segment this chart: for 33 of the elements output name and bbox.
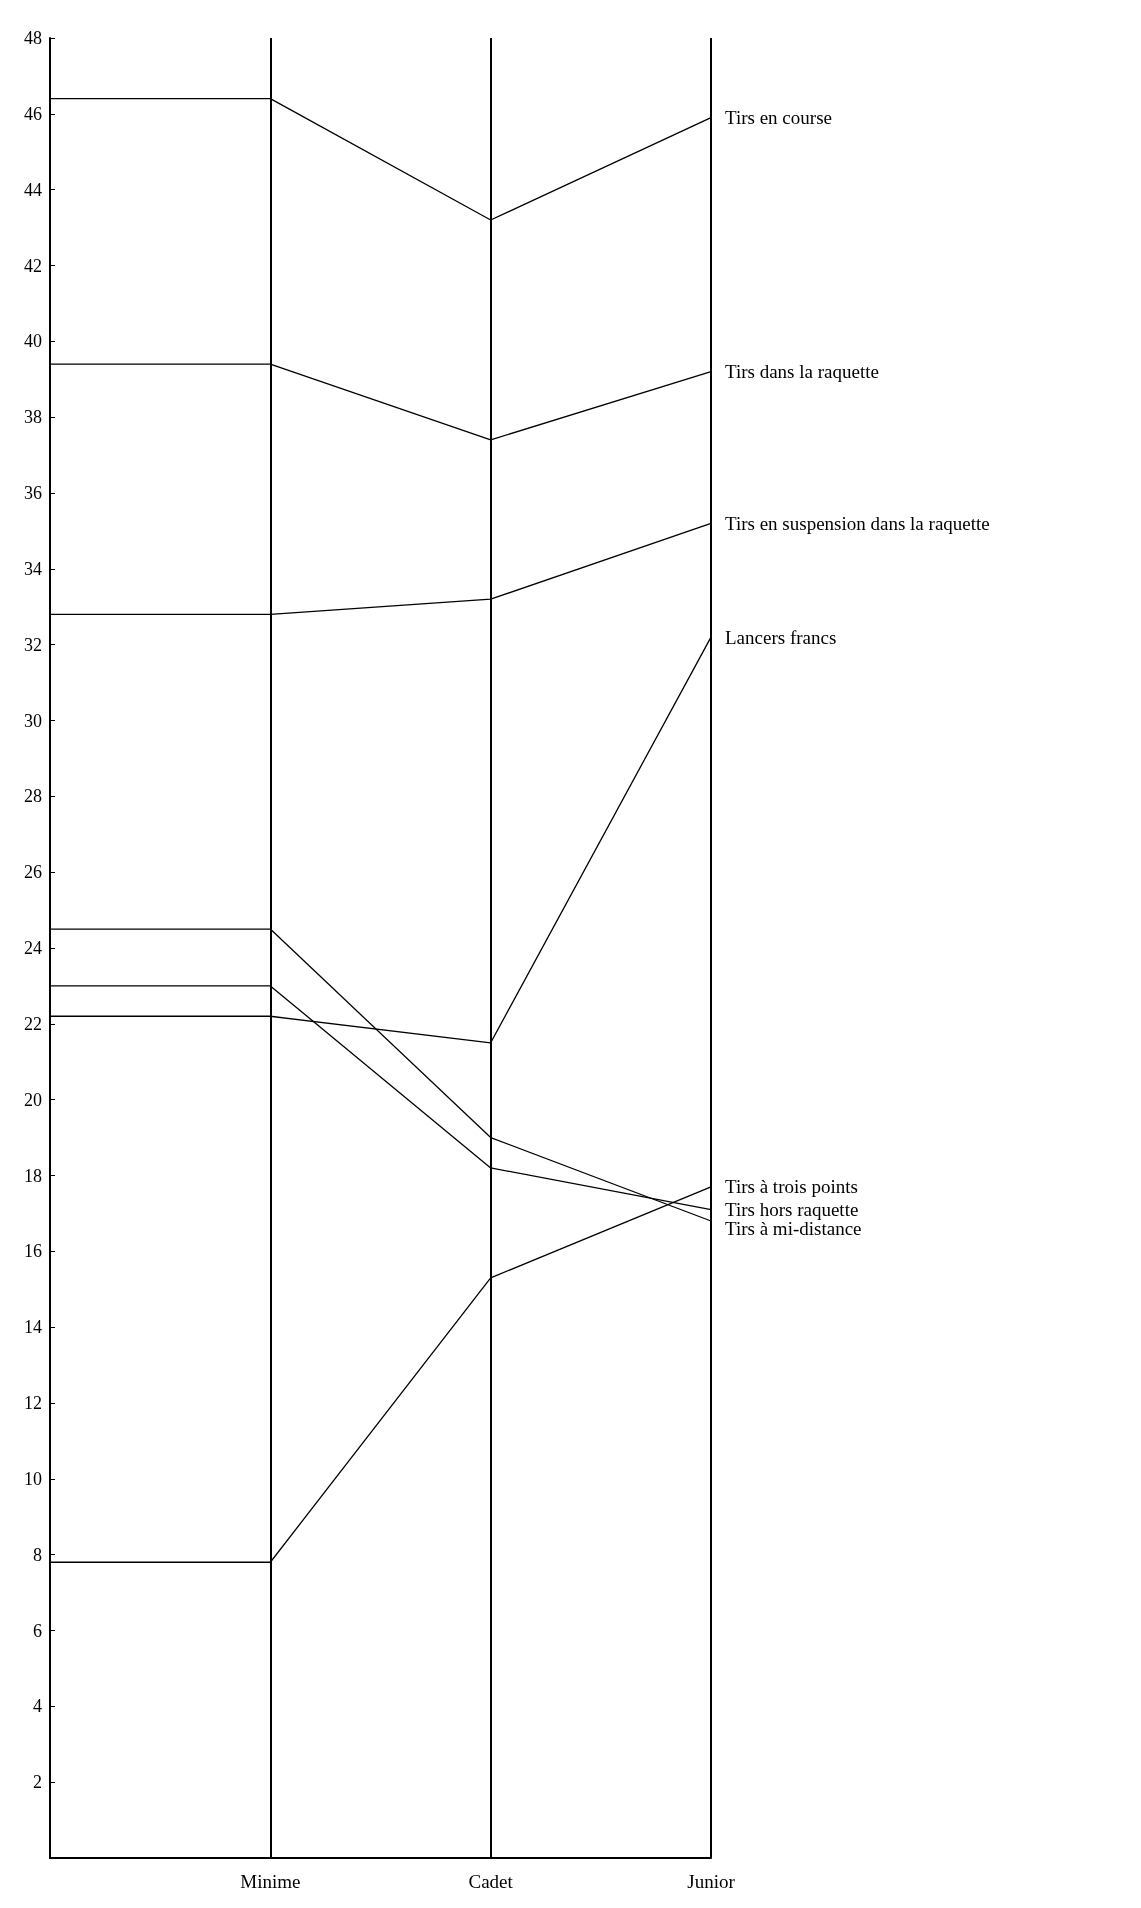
y-tick-label: 18	[24, 1165, 42, 1186]
y-tick-label: 46	[24, 103, 42, 124]
y-tick-label: 8	[33, 1544, 42, 1565]
y-tick-label: 22	[24, 1013, 42, 1034]
series-label: Tirs dans la raquette	[725, 361, 879, 383]
x-tick-label: Junior	[687, 1871, 736, 1892]
series-label: Tirs en course	[725, 107, 832, 129]
y-tick-label: 14	[24, 1317, 42, 1338]
y-tick-label: 30	[24, 710, 42, 731]
y-tick-label: 16	[24, 1241, 42, 1262]
y-tick-label: 48	[24, 28, 42, 48]
y-tick-label: 40	[24, 331, 42, 352]
series-label: Tirs à trois points	[725, 1176, 858, 1198]
series-label: Tirs hors raquette	[725, 1199, 859, 1221]
y-tick-label: 34	[24, 558, 42, 579]
y-tick-label: 36	[24, 483, 42, 503]
y-tick-label: 32	[24, 634, 42, 655]
series-label: Tirs en suspension dans la raquette	[725, 512, 990, 534]
y-tick-label: 12	[24, 1393, 42, 1413]
y-tick-label: 42	[24, 255, 42, 276]
series-label: Lancers francs	[725, 626, 837, 648]
y-tick-label: 10	[24, 1468, 42, 1489]
y-tick-label: 6	[33, 1620, 42, 1641]
y-tick-label: 2	[33, 1772, 42, 1793]
x-tick-label: Cadet	[468, 1871, 514, 1892]
y-tick-label: 28	[24, 786, 42, 807]
y-tick-label: 4	[33, 1696, 42, 1717]
y-tick-label: 26	[24, 862, 42, 883]
y-tick-label: 44	[24, 179, 42, 200]
x-tick-label: Minime	[240, 1871, 301, 1892]
y-tick-label: 24	[24, 938, 42, 958]
y-tick-label: 38	[24, 407, 42, 428]
y-tick-label: 20	[24, 1089, 42, 1110]
